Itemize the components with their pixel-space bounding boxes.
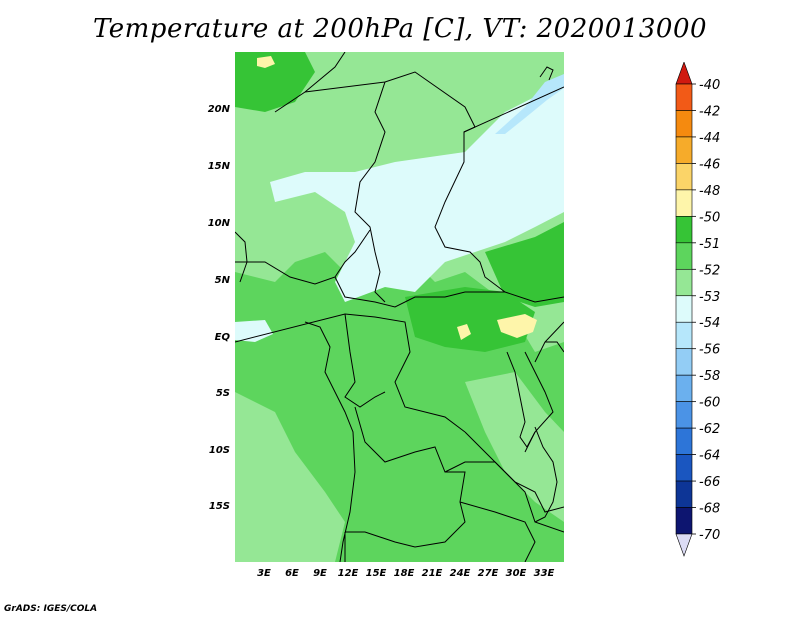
colorbar-label: -50: [699, 210, 720, 225]
colorbar-label: -53: [699, 290, 720, 305]
colorbar-label: -46: [699, 157, 720, 172]
colorbar-segment: [675, 427, 693, 455]
region-yellow-2: [457, 324, 471, 340]
coastlines: [235, 66, 564, 562]
lon-label: 12E: [337, 568, 359, 579]
colorbar-top-arrow: [675, 62, 693, 85]
colorbar-label: -56: [699, 343, 720, 358]
colorbar-label: -70: [699, 528, 720, 543]
lon-label: 15E: [365, 568, 387, 579]
lat-label: 5N: [214, 275, 230, 286]
colorbar-label: -40: [699, 78, 720, 93]
lat-label: 10S: [208, 445, 230, 456]
colorbar-label: -52: [699, 263, 720, 278]
colorbar-segment: [675, 83, 693, 111]
colorbar-label: -54: [699, 316, 720, 331]
colorbar-label: -58: [699, 369, 720, 384]
lon-label: 18E: [393, 568, 415, 579]
region-cyan-north: [270, 82, 564, 302]
colorbar-segment: [675, 348, 693, 376]
colorbar-segment: [675, 189, 693, 217]
lon-label: 33E: [533, 568, 555, 579]
chart-title: Temperature at 200hPa [C], VT: 202001300…: [92, 14, 708, 44]
lon-label: 6E: [285, 568, 299, 579]
colorbar-segment: [675, 507, 693, 535]
colorbar-label: -42: [699, 104, 720, 119]
colorbar-label: -44: [699, 131, 720, 146]
colorbar-segment: [675, 401, 693, 429]
colorbar-label: -62: [699, 422, 720, 437]
colorbar-segment: [675, 163, 693, 191]
region-light-green-sw: [235, 392, 345, 562]
colorbar-segment: [675, 454, 693, 482]
colorbar-legend: -40 -42 -44 -46 -48 -50 -51 -52 -53 -54 -56 -58 -60 -…: [675, 62, 720, 557]
lon-label: 24E: [449, 568, 471, 579]
colorbar-label: -68: [699, 502, 720, 517]
lon-label: 27E: [477, 568, 499, 579]
region-light-green-se: [465, 372, 564, 522]
colorbar-bottom-arrow: [675, 533, 693, 557]
region-cyan-west: [235, 320, 273, 342]
lon-label: 21E: [421, 568, 443, 579]
colorbar-segment: [675, 242, 693, 270]
region-yellow-1: [497, 314, 537, 338]
lon-label: 30E: [505, 568, 527, 579]
country-borders: [235, 52, 564, 562]
colorbar-segment: [675, 374, 693, 402]
colorbar-label: -48: [699, 184, 720, 199]
colorbar-segment: [675, 110, 693, 138]
colorbar-segment: [675, 295, 693, 323]
region-yellow-nw: [257, 56, 275, 68]
lon-label: 9E: [313, 568, 327, 579]
temperature-map: [235, 52, 564, 562]
region-green-nw: [235, 52, 315, 112]
lat-label: 10N: [207, 218, 230, 229]
colorbar-label: -64: [699, 449, 720, 464]
lat-label: 15S: [208, 501, 230, 512]
lat-label: 5S: [215, 388, 230, 399]
colorbar-label: -66: [699, 475, 720, 490]
colorbar-label: -51: [699, 237, 720, 252]
grads-credit: GrADS: IGES/COLA: [4, 604, 98, 614]
region-green-ne: [485, 222, 564, 307]
colorbar-segment: [675, 321, 693, 350]
colorbar-segment: [675, 268, 693, 297]
lat-label: EQ: [214, 332, 230, 343]
colorbar-segment: [675, 480, 693, 508]
region-green-center: [405, 287, 535, 352]
colorbar-label: -60: [699, 396, 720, 411]
lat-label: 15N: [207, 161, 230, 172]
region-blue-ne: [495, 74, 564, 134]
colorbar-segment: [675, 216, 693, 244]
lat-label: 20N: [207, 104, 230, 115]
lon-label: 3E: [257, 568, 271, 579]
colorbar-segment: [675, 136, 693, 164]
